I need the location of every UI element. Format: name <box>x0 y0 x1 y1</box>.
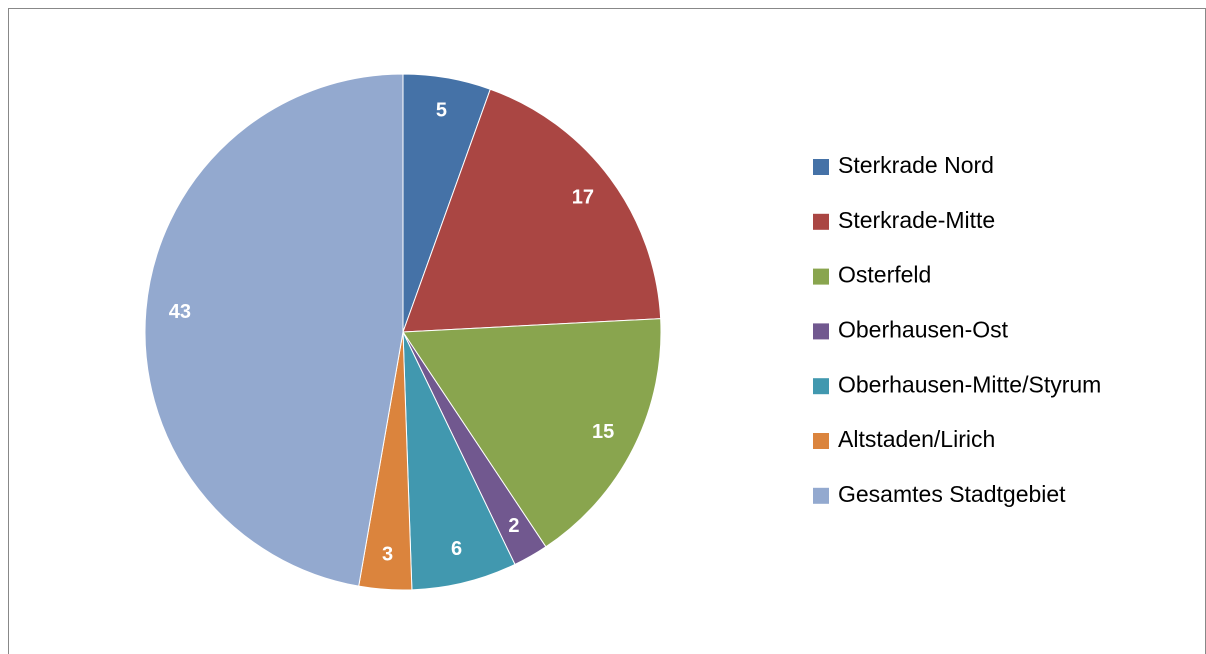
pie-slice <box>144 73 404 587</box>
data-label: 43 <box>169 301 191 323</box>
legend-label: Altstaden/Lirich <box>838 426 995 452</box>
legend-swatch <box>813 487 829 504</box>
legend-swatch <box>813 323 829 340</box>
data-label: 5 <box>436 100 447 122</box>
legend-swatch <box>813 213 829 230</box>
data-label: 2 <box>508 515 519 537</box>
legend-label: Oberhausen-Mitte/Styrum <box>838 371 1101 397</box>
pie-slice <box>402 318 662 548</box>
legend-swatch <box>813 433 829 449</box>
legend-label: Osterfeld <box>838 262 931 288</box>
legend-label: Oberhausen-Ost <box>838 316 1009 342</box>
legend-label: Sterkrade-Mitte <box>838 207 995 233</box>
legend-swatch <box>813 378 829 395</box>
legend-swatch <box>813 159 829 175</box>
data-label: 15 <box>592 421 614 443</box>
data-label: 17 <box>572 187 594 209</box>
data-label: 6 <box>451 538 462 560</box>
legend-label: Gesamtes Stadtgebiet <box>838 481 1066 507</box>
data-label: 3 <box>382 544 393 566</box>
legend-swatch <box>813 268 829 285</box>
legend-label: Sterkrade Nord <box>838 152 994 178</box>
pie-slice <box>402 88 662 333</box>
